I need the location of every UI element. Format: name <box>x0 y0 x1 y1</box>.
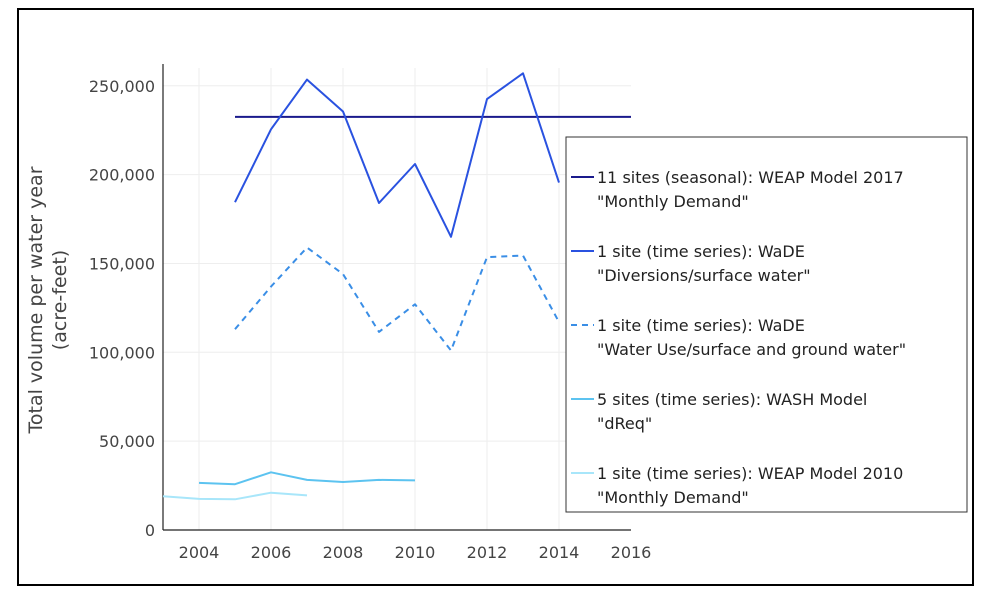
legend-box <box>565 136 968 513</box>
series-line-5 <box>162 491 308 501</box>
x-tick-label: 2004 <box>179 543 220 562</box>
y-tick-label: 150,000 <box>89 254 155 273</box>
y-tick-label: 200,000 <box>89 166 155 185</box>
legend-label: 1 site (time series): WaDE <box>597 242 805 261</box>
x-tick-label: 2014 <box>539 543 580 562</box>
legend-label: "Monthly Demand" <box>597 488 749 507</box>
x-tick-label: 2012 <box>467 543 508 562</box>
x-tick-labels: 2004 2006 2008 2010 2012 2014 2016 <box>179 543 652 562</box>
legend-label: "Diversions/surface water" <box>597 266 811 285</box>
chart-frame <box>17 8 974 586</box>
y-tick-label: 100,000 <box>89 343 155 362</box>
legend-label: "Water Use/surface and ground water" <box>597 340 906 359</box>
x-tick-label: 2010 <box>395 543 436 562</box>
legend-label: 1 site (time series): WEAP Model 2010 <box>597 464 903 483</box>
series-lines <box>162 72 631 501</box>
axes <box>162 64 631 531</box>
x-tick-label: 2006 <box>251 543 292 562</box>
y-tick-label: 0 <box>145 521 155 540</box>
series-line-4 <box>198 471 416 486</box>
grid-lines <box>163 68 631 530</box>
x-tick-label: 2008 <box>323 543 364 562</box>
series-line-2 <box>234 72 560 238</box>
legend-label: 1 site (time series): WaDE <box>597 316 805 335</box>
y-tick-label: 250,000 <box>89 77 155 96</box>
legend-label: "dReq" <box>597 414 652 433</box>
y-axis-label: Total volume per water year <box>25 166 47 434</box>
y-axis-label-group: Total volume per water year (acre-feet) <box>25 166 71 434</box>
y-tick-label: 50,000 <box>99 432 155 451</box>
y-tick-labels: 0 50,000 100,000 150,000 200,000 250,000 <box>89 77 155 540</box>
series-line-3 <box>234 246 560 352</box>
legend-label: 5 sites (time series): WASH Model <box>597 390 867 409</box>
legend: 11 sites (seasonal): WEAP Model 2017 "Mon… <box>565 136 968 513</box>
x-tick-label: 2016 <box>611 543 652 562</box>
legend-label: "Monthly Demand" <box>597 192 749 211</box>
legend-label: 11 sites (seasonal): WEAP Model 2017 <box>597 168 904 187</box>
y-axis-label: (acre-feet) <box>49 250 71 350</box>
